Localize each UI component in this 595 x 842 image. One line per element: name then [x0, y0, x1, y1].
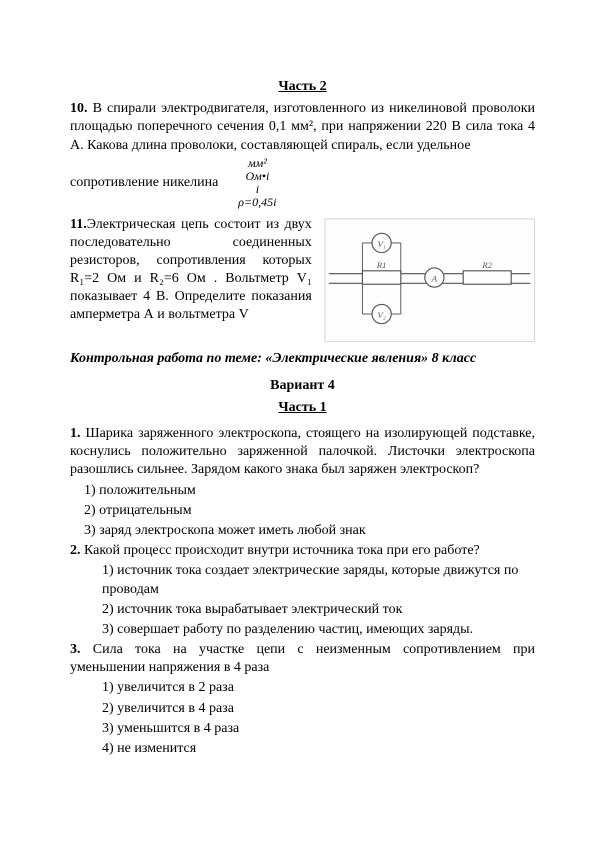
q3-opt1: 1) увеличится в 2 раза — [102, 679, 535, 697]
q3-opt3: 3) уменьшится в 4 раза — [102, 720, 535, 738]
q1-opt2: 2) отрицательным — [84, 502, 535, 520]
part1-title: Часть 1 — [70, 399, 535, 417]
q3-opt4: 4) не изменится — [102, 740, 535, 758]
q11-text: Электрическая цепь состоит из двух после… — [70, 217, 312, 323]
q2-text: Какой процесс происходит внутри источник… — [84, 543, 480, 558]
q11-text-col: 11.Электрическая цепь состоит из двух по… — [70, 214, 312, 327]
svg-text:A: A — [431, 273, 438, 283]
part2-title: Часть 2 — [70, 78, 535, 96]
circuit-diagram: R1 A R2 V₁ V₂ — [324, 214, 535, 349]
q10-num: 10. — [70, 101, 88, 116]
q11-num: 11. — [70, 217, 87, 232]
q2-opt3: 3) совершает работу по разделению частиц… — [102, 621, 535, 639]
formula-omm: Ом•і — [245, 169, 269, 183]
q11-row: 11.Электрическая цепь состоит из двух по… — [70, 214, 535, 349]
q10-para: 10. В спирали электродвигателя, изготовл… — [70, 100, 535, 155]
formula-mm: мм² — [248, 156, 267, 170]
page: Часть 2 10. В спирали электродвигателя, … — [0, 0, 595, 800]
q3-num: 3. — [70, 642, 81, 657]
svg-text:V₁: V₁ — [377, 238, 385, 248]
q2-opt1: 1) источник тока создает электрические з… — [102, 562, 535, 598]
test-title: Контрольная работа по теме: «Электрическ… — [70, 350, 535, 368]
formula-i: i — [256, 182, 259, 196]
svg-text:R1: R1 — [376, 259, 387, 269]
circuit-svg: R1 A R2 V₁ V₂ — [324, 218, 535, 343]
q10-text-a: В спирали электродвигателя, изготовленно… — [70, 101, 535, 152]
q1-opt3: 3) заряд электроскопа может иметь любой … — [84, 522, 535, 540]
q1-opt1: 1) положительным — [84, 482, 535, 500]
q1-text: Шарика заряженного электроскопа, стоящег… — [70, 426, 535, 477]
q2-num: 2. — [70, 543, 81, 558]
svg-text:R2: R2 — [481, 259, 492, 269]
svg-text:V₂: V₂ — [377, 309, 385, 319]
q10-text-b: сопротивление никелина — [70, 174, 218, 192]
q11-para: 11.Электрическая цепь состоит из двух по… — [70, 216, 312, 325]
q1-num: 1. — [70, 426, 81, 441]
q3-para: 3. Сила тока на участке цепи с неизменны… — [70, 641, 535, 677]
formula-rho: ρ=0,45і — [238, 195, 276, 209]
formula-block: мм² Ом•і i ρ=0,45і — [238, 157, 276, 210]
q3-opt2: 2) увеличится в 4 раза — [102, 700, 535, 718]
q2-para: 2. Какой процесс происходит внутри источ… — [70, 542, 535, 560]
q1-para: 1. Шарика заряженного электроскопа, стоя… — [70, 425, 535, 480]
q2-opt2: 2) источник тока вырабатывает электричес… — [102, 601, 535, 619]
variant-title: Вариант 4 — [70, 377, 535, 395]
q3-text: Сила тока на участке цепи с неизменным с… — [70, 642, 535, 675]
q10-line2: сопротивление никелина мм² Ом•і i ρ=0,45… — [70, 157, 535, 210]
